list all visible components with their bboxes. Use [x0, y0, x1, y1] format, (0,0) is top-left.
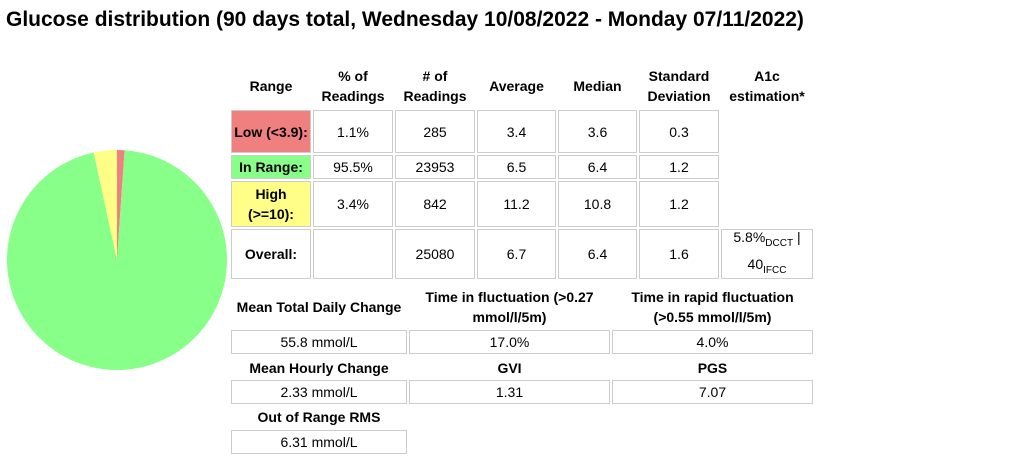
range-label: In Range: — [231, 155, 311, 179]
range-label: High (>=10): — [231, 181, 311, 227]
stat-value: 2.33 mmol/L — [231, 380, 407, 404]
table-cell: 23953 — [395, 155, 475, 179]
column-header: A1c estimation* — [729, 68, 805, 104]
a1c-line: 40IFCC — [722, 254, 812, 281]
column-header: Range — [249, 78, 293, 94]
table-cell: 1.1% — [313, 110, 393, 153]
column-header: % of Readings — [321, 68, 385, 104]
column-header: # of Readings — [403, 68, 467, 104]
pie-chart — [7, 150, 227, 370]
table-cell: 3.4% — [313, 181, 393, 227]
table-cell: 3.6 — [558, 110, 637, 153]
table-cell: 1.2 — [639, 155, 719, 179]
stat-label: Mean Hourly Change — [249, 360, 389, 376]
stat-label: Out of Range RMS — [257, 409, 381, 425]
table-cell: 10.8 — [558, 181, 637, 227]
stat-value: 17.0% — [409, 330, 610, 354]
table-cell: 0.3 — [639, 110, 719, 153]
table-cell: 3.4 — [477, 110, 556, 153]
column-header: Median — [573, 78, 622, 94]
stat-value: 6.31 mmol/L — [231, 430, 407, 454]
a1c-cell: 5.8%DCCT | 40IFCC — [721, 229, 813, 279]
column-header: Average — [489, 78, 544, 94]
table-cell: 6.5 — [477, 155, 556, 179]
stat-label: Mean Total Daily Change — [236, 299, 402, 315]
page-title: Glucose distribution (90 days total, Wed… — [6, 8, 804, 31]
table-cell: 25080 — [395, 229, 475, 279]
table-cell: 6.4 — [558, 229, 637, 279]
table-cell: 842 — [395, 181, 475, 227]
range-label: Overall: — [231, 229, 311, 279]
a1c-line: 5.8%DCCT | — [722, 227, 812, 254]
table-cell: 11.2 — [477, 181, 556, 227]
stat-label: Time in rapid fluctuation (>0.55 mmol/l/… — [631, 289, 794, 325]
table-cell: 1.2 — [639, 181, 719, 227]
stat-label: PGS — [697, 360, 728, 376]
stat-label: Time in fluctuation (>0.27 mmol/l/5m) — [425, 289, 594, 325]
pie-slice — [117, 150, 125, 260]
a1c-ifcc: 40 — [747, 256, 764, 272]
a1c-separator: | — [796, 229, 801, 246]
pie-slice — [93, 150, 117, 260]
table-cell: 95.5% — [313, 155, 393, 179]
column-header: Standard Deviation — [647, 68, 711, 104]
a1c-dcct-sub: DCCT — [765, 238, 794, 249]
stat-value: 1.31 — [409, 380, 610, 404]
pie-slice — [7, 150, 227, 370]
a1c-dcct: 5.8% — [733, 229, 766, 246]
table-cell: 1.6 — [639, 229, 719, 279]
table-cell: 6.4 — [558, 155, 637, 179]
table-cell: 285 — [395, 110, 475, 153]
empty-cell — [313, 229, 393, 279]
stat-value: 4.0% — [612, 330, 813, 354]
range-label: Low (<3.9): — [231, 110, 311, 153]
a1c-ifcc-sub: IFCC — [763, 264, 787, 276]
stat-label: GVI — [497, 360, 522, 376]
stat-value: 55.8 mmol/L — [231, 330, 407, 354]
stat-value: 7.07 — [612, 380, 813, 404]
table-cell: 6.7 — [477, 229, 556, 279]
